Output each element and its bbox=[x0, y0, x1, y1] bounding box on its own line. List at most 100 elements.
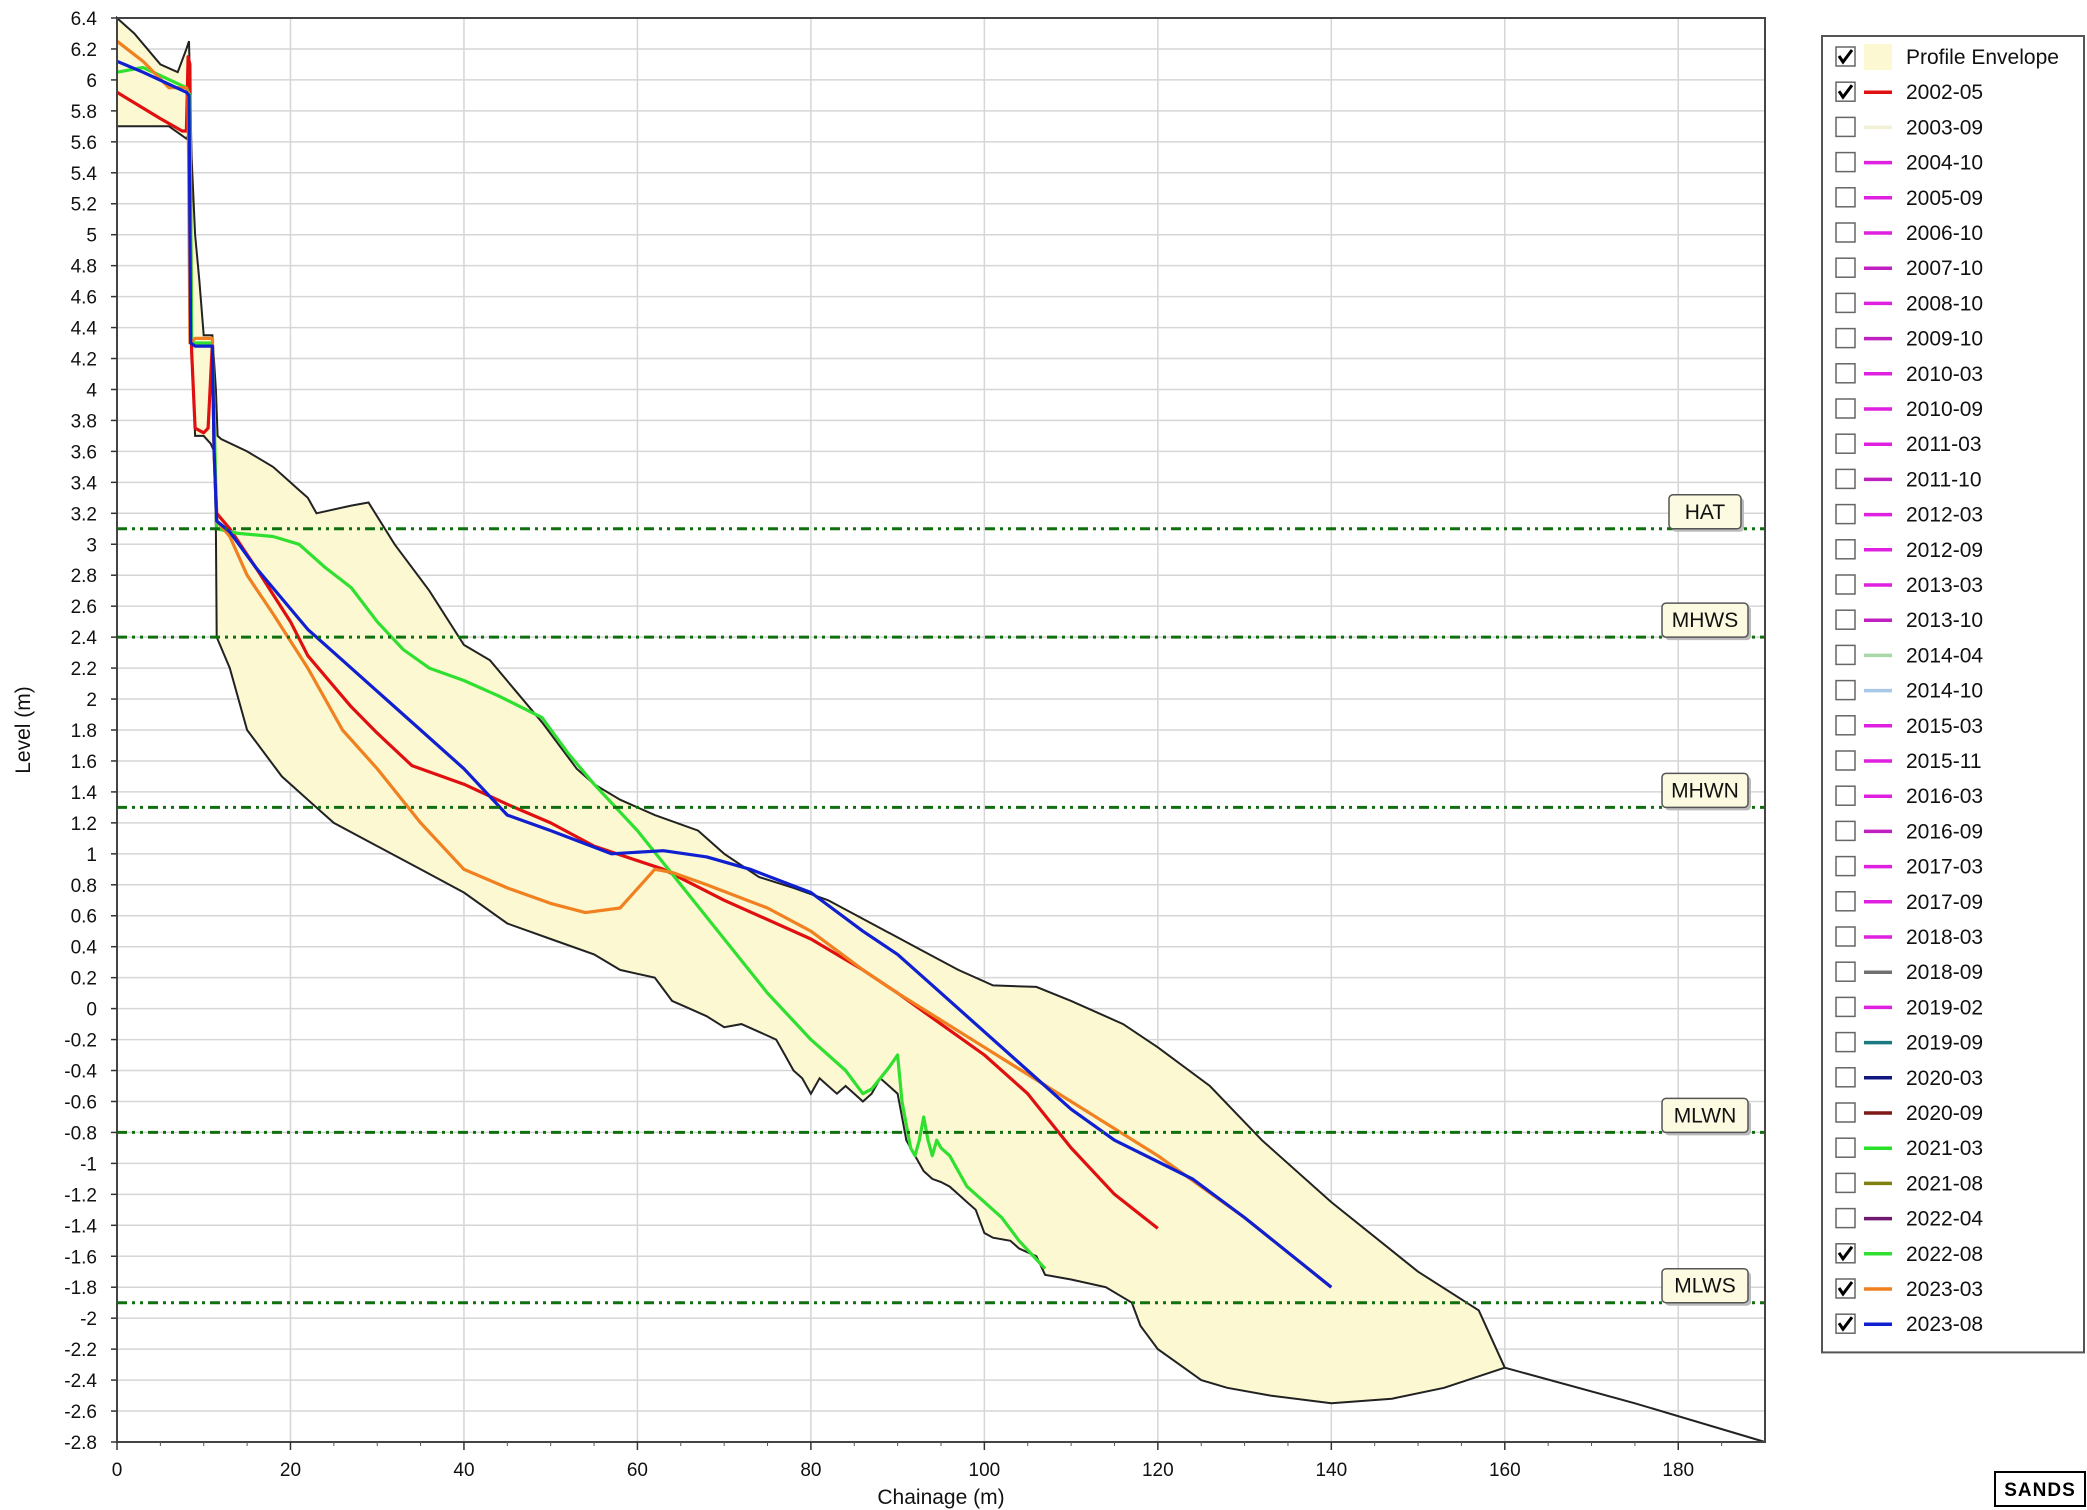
legend-label: 2013-03 bbox=[1906, 574, 1983, 597]
legend-item[interactable]: 2022-08 bbox=[1835, 1243, 1983, 1266]
legend-item[interactable]: 2011-03 bbox=[1835, 433, 1982, 456]
y-tick-label: 5.8 bbox=[71, 102, 97, 123]
legend-label: 2006-10 bbox=[1906, 222, 1983, 245]
legend-checkbox[interactable] bbox=[1835, 327, 1856, 349]
legend-item[interactable]: 2006-10 bbox=[1835, 222, 1983, 245]
legend-item[interactable]: 2012-09 bbox=[1835, 539, 1983, 562]
legend-item[interactable]: 2003-09 bbox=[1835, 116, 1983, 139]
legend-checkbox[interactable] bbox=[1835, 433, 1856, 454]
legend-item[interactable]: 2012-03 bbox=[1835, 503, 1983, 527]
legend-item[interactable]: 2016-09 bbox=[1835, 820, 1983, 843]
legend-checkbox[interactable] bbox=[1835, 750, 1856, 771]
legend-item[interactable]: 2019-02 bbox=[1835, 996, 1983, 1019]
legend-item[interactable]: 2022-04 bbox=[1835, 1207, 1983, 1231]
legend-item[interactable]: 2021-03 bbox=[1835, 1137, 1983, 1160]
legend-checkbox[interactable] bbox=[1835, 116, 1856, 138]
legend-checkbox[interactable] bbox=[1835, 292, 1856, 314]
legend-checkbox[interactable] bbox=[1835, 715, 1856, 736]
legend-checkbox[interactable] bbox=[1835, 398, 1856, 419]
legend-checkbox[interactable] bbox=[1835, 1031, 1856, 1053]
legend-checkbox[interactable] bbox=[1835, 785, 1856, 806]
legend-checkbox[interactable] bbox=[1835, 1067, 1856, 1088]
legend-checkbox[interactable] bbox=[1835, 503, 1856, 525]
legend-item[interactable]: 2017-03 bbox=[1835, 855, 1983, 879]
legend-checkbox[interactable] bbox=[1835, 891, 1856, 912]
legend-swatch bbox=[1864, 44, 1892, 70]
legend-item[interactable]: 2010-09 bbox=[1835, 398, 1983, 421]
legend-checkbox[interactable] bbox=[1835, 961, 1856, 982]
legend-item[interactable]: 2015-11 bbox=[1835, 750, 1982, 773]
legend-item[interactable]: 2014-04 bbox=[1835, 644, 1983, 667]
tide-label-hat: HAT bbox=[1685, 501, 1726, 524]
y-tick-label: 5.6 bbox=[71, 133, 97, 154]
y-tick-label: 5.4 bbox=[71, 164, 98, 185]
legend-checkbox[interactable] bbox=[1835, 926, 1856, 947]
y-tick-label: -1.8 bbox=[64, 1278, 97, 1299]
legend-checkbox[interactable] bbox=[1835, 679, 1856, 701]
checkmark-icon bbox=[1837, 1245, 1854, 1262]
legend-item[interactable]: 2020-03 bbox=[1835, 1067, 1983, 1090]
y-tick-label: -2.8 bbox=[64, 1433, 97, 1454]
legend-checkbox[interactable] bbox=[1835, 187, 1856, 208]
y-tick-label: 4.4 bbox=[71, 319, 98, 340]
legend-item[interactable]: 2010-03 bbox=[1835, 363, 1983, 386]
legend-item[interactable]: 2017-09 bbox=[1835, 891, 1983, 914]
y-tick-label: 4.2 bbox=[71, 350, 97, 371]
legend-item[interactable]: 2015-03 bbox=[1835, 715, 1983, 738]
y-tick-label: 0.2 bbox=[71, 969, 97, 990]
legend-checkbox[interactable] bbox=[1835, 257, 1856, 278]
legend-checkbox[interactable] bbox=[1835, 1137, 1856, 1158]
legend-item[interactable]: 2007-10 bbox=[1835, 257, 1983, 280]
legend-item[interactable]: 2013-10 bbox=[1835, 609, 1983, 632]
tide-label-box-mlwn bbox=[1661, 1097, 1749, 1134]
legend-label: 2004-10 bbox=[1906, 152, 1983, 175]
legend-item[interactable]: 2004-10 bbox=[1835, 151, 1983, 175]
legend-item[interactable]: 2019-09 bbox=[1835, 1031, 1983, 1055]
legend-checkbox[interactable] bbox=[1835, 1172, 1856, 1194]
legend-checkbox[interactable] bbox=[1835, 644, 1856, 666]
legend-item[interactable]: 2023-08 bbox=[1835, 1313, 1983, 1336]
y-tick-label: 3 bbox=[86, 535, 97, 556]
legend-checkbox[interactable] bbox=[1835, 1207, 1856, 1229]
legend-checkbox[interactable] bbox=[1835, 820, 1856, 842]
x-axis-ticks: 0 20 40 60 80 100 120 140 160 180 bbox=[112, 1442, 1723, 1481]
legend-item[interactable]: 2005-09 bbox=[1835, 187, 1983, 210]
legend-label: 2022-04 bbox=[1906, 1208, 1983, 1231]
checkmark-icon bbox=[1837, 84, 1854, 100]
y-tick-label: 0.6 bbox=[71, 907, 97, 928]
y-tick-label: -1.2 bbox=[64, 1185, 97, 1206]
legend-checkbox[interactable] bbox=[1835, 222, 1856, 243]
legend-item[interactable]: 2008-10 bbox=[1835, 292, 1983, 315]
legend-checkbox[interactable] bbox=[1835, 996, 1856, 1018]
legend-checkbox[interactable] bbox=[1835, 468, 1856, 490]
legend-checkbox[interactable] bbox=[1835, 1102, 1856, 1123]
legend-item[interactable]: Profile Envelope bbox=[1835, 44, 2059, 70]
y-tick-label: 2.4 bbox=[71, 628, 98, 649]
legend-item[interactable]: 2018-09 bbox=[1835, 961, 1983, 984]
legend-item[interactable]: 2002-05 bbox=[1835, 81, 1983, 104]
legend-item[interactable]: 2020-09 bbox=[1835, 1102, 1983, 1125]
legend-checkbox[interactable] bbox=[1835, 539, 1856, 560]
legend-label: 2020-03 bbox=[1906, 1067, 1983, 1090]
legend-checkbox[interactable] bbox=[1835, 609, 1856, 630]
legend-checkbox[interactable] bbox=[1835, 151, 1856, 173]
legend-checkbox[interactable] bbox=[1835, 363, 1856, 384]
legend-item[interactable]: 2023-03 bbox=[1835, 1278, 1983, 1301]
legend-item[interactable]: 2018-03 bbox=[1835, 926, 1983, 949]
legend-checkbox[interactable] bbox=[1835, 574, 1856, 595]
legend-label: Profile Envelope bbox=[1906, 46, 2059, 69]
legend-label: 2021-03 bbox=[1906, 1137, 1983, 1160]
legend-item[interactable]: 2011-10 bbox=[1835, 468, 1982, 491]
legend-item[interactable]: 2009-10 bbox=[1835, 327, 1983, 351]
y-tick-label: -0.8 bbox=[64, 1123, 97, 1144]
tide-label-box-mlws bbox=[1661, 1267, 1749, 1304]
legend-item[interactable]: 2014-10 bbox=[1835, 679, 1983, 703]
legend-checkbox[interactable] bbox=[1835, 855, 1856, 877]
legend-item[interactable]: 2016-03 bbox=[1835, 785, 1983, 808]
y-tick-label: -2.2 bbox=[64, 1340, 97, 1361]
legend-item[interactable]: 2013-03 bbox=[1835, 574, 1983, 597]
y-tick-label: 1.4 bbox=[71, 783, 98, 804]
x-tick-label: 120 bbox=[1142, 1460, 1174, 1481]
legend-item[interactable]: 2021-08 bbox=[1835, 1172, 1983, 1195]
y-tick-label: 2.6 bbox=[71, 597, 97, 618]
